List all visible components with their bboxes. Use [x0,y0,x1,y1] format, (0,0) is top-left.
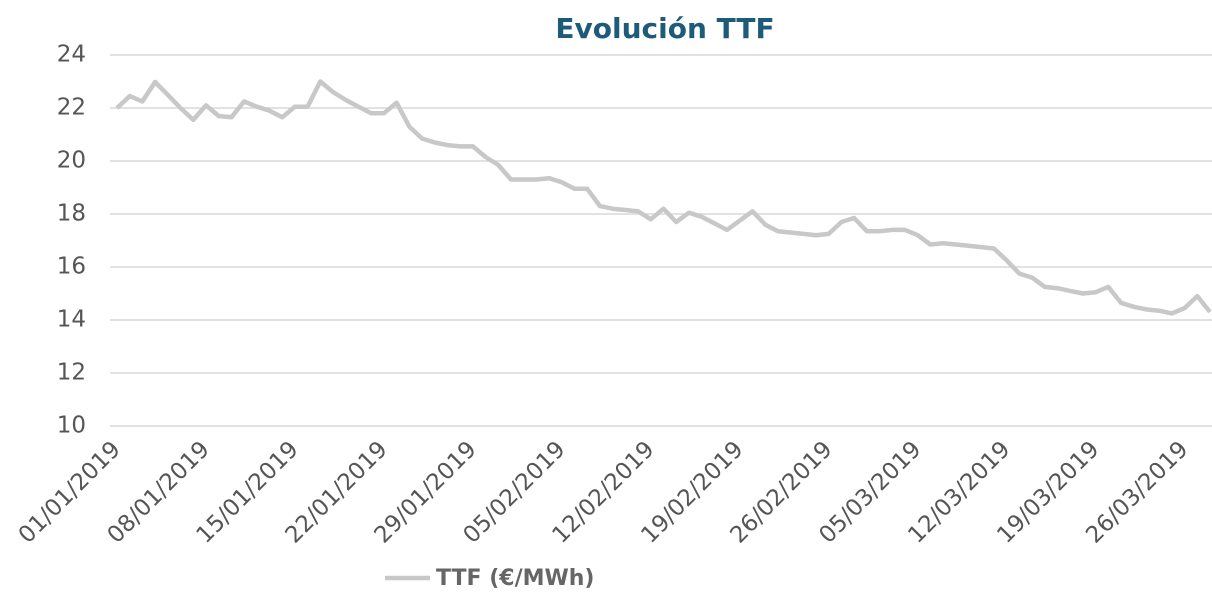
y-tick-label: 12 [57,360,86,386]
line-series [115,79,1212,316]
chart-title: Evolución TTF [555,12,774,45]
y-tick-label: 20 [57,148,86,174]
y-tick-label: 10 [57,413,86,439]
y-tick-label: 16 [57,254,86,280]
y-tick-label: 22 [57,95,86,121]
legend-label: TTF (€/MWh) [436,566,594,591]
y-tick-label: 14 [57,307,86,333]
y-tick-label: 24 [57,42,86,68]
y-tick-label: 18 [57,201,86,227]
